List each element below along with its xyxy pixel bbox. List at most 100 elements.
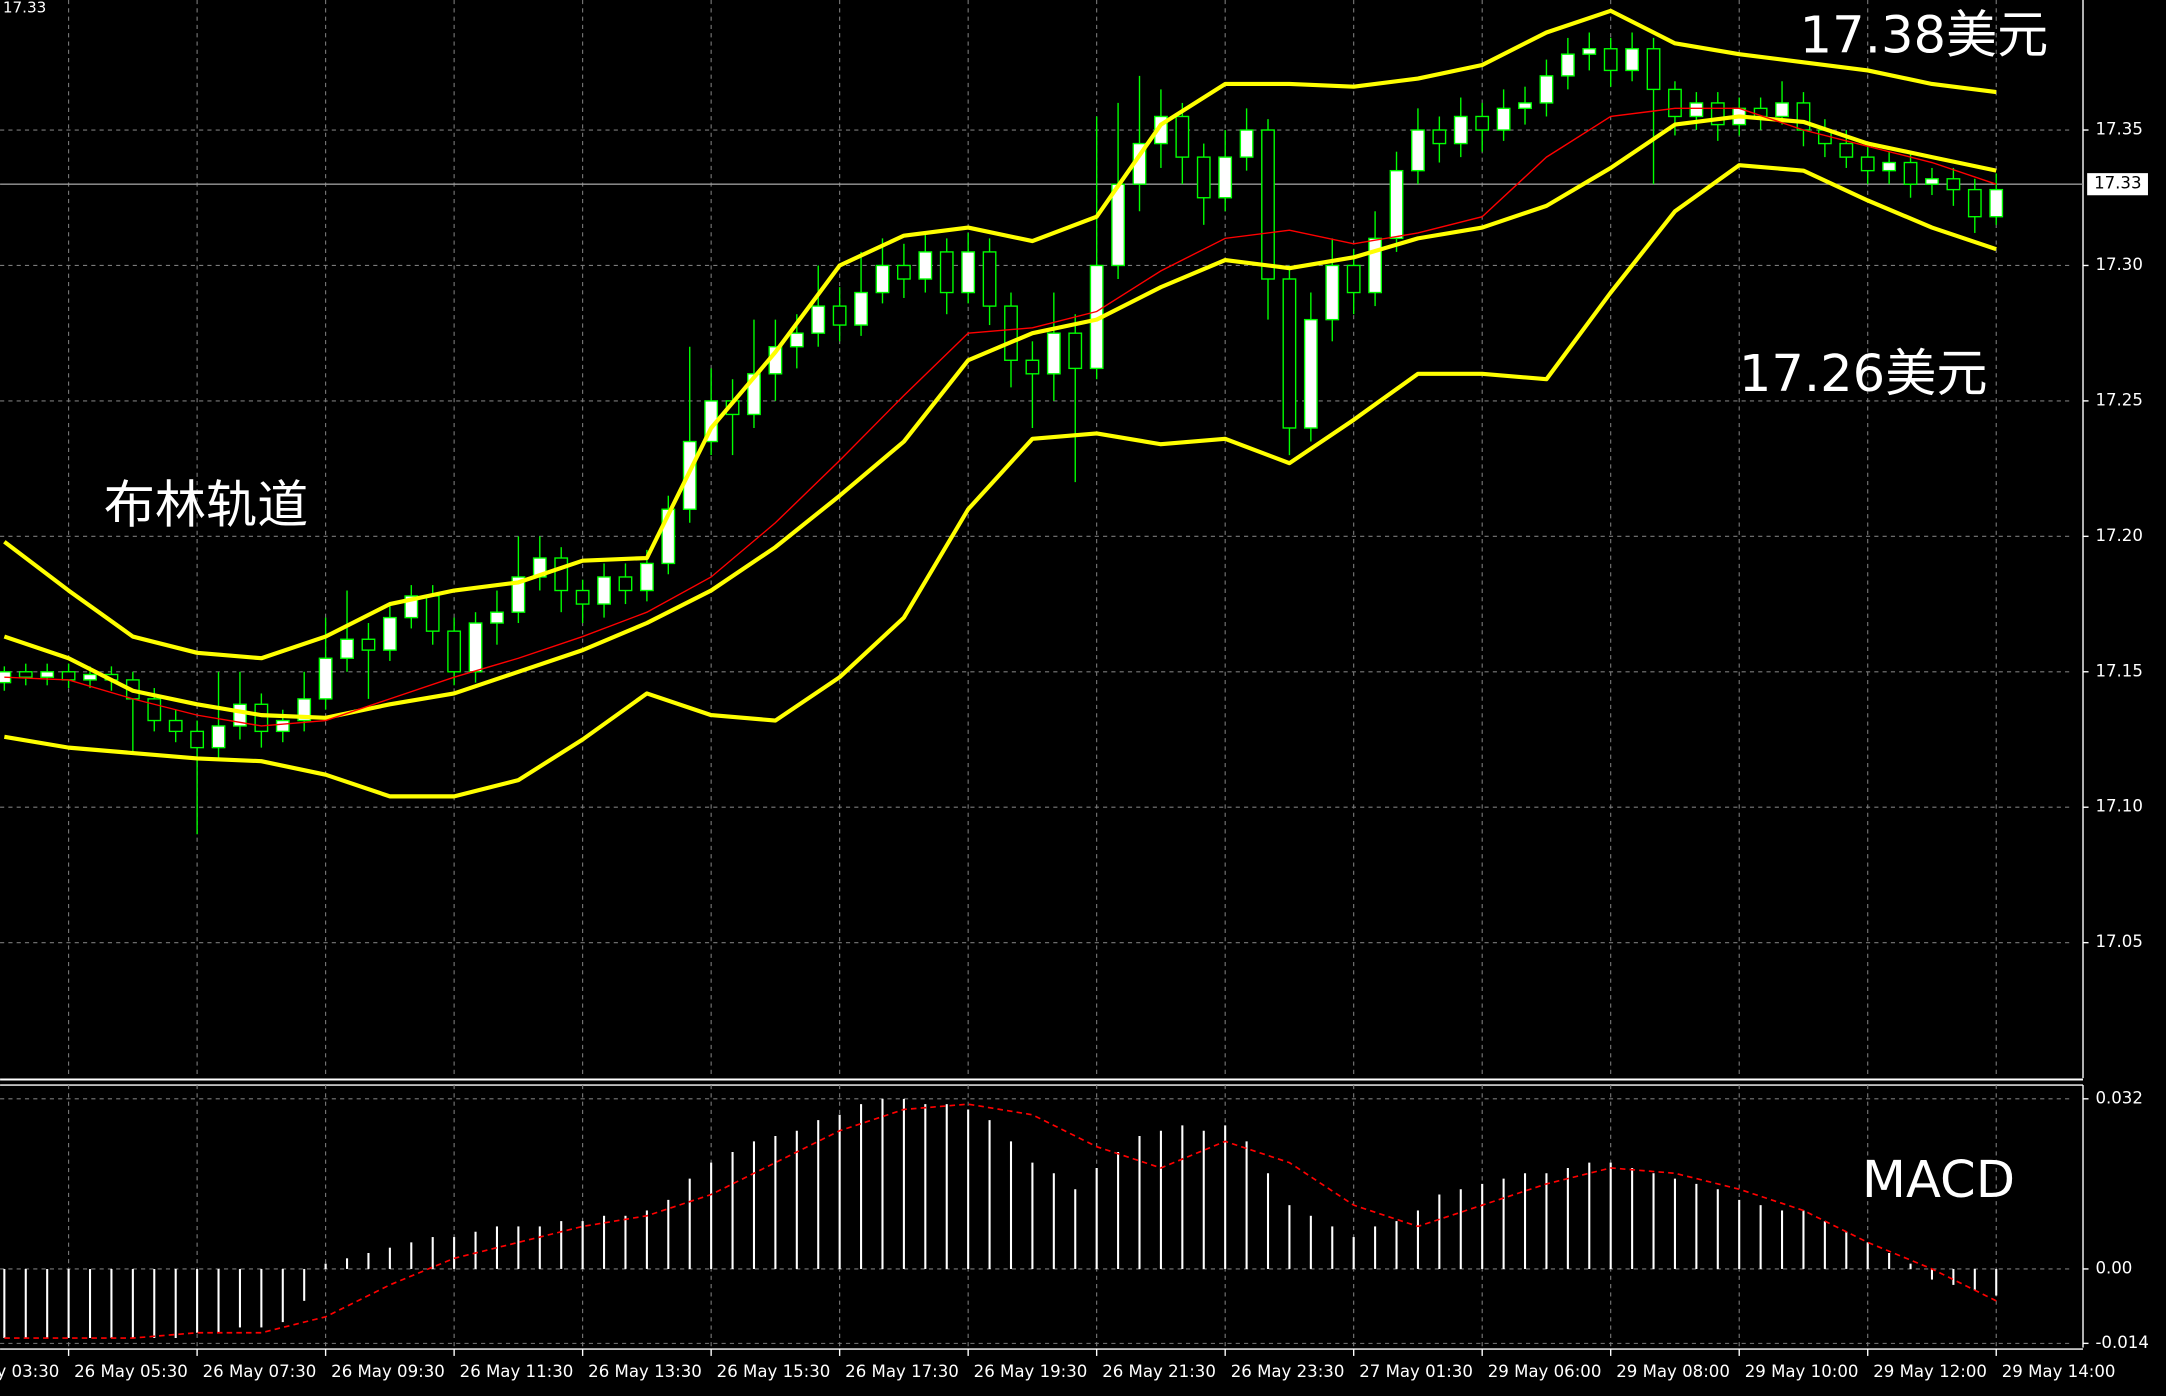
candle-body (1967, 188, 1982, 218)
candle-body (168, 719, 183, 733)
candle-body (340, 638, 354, 659)
candle-body (1539, 75, 1554, 104)
candle-body (254, 703, 269, 733)
annotation: 布林轨道 (104, 476, 309, 535)
candle-body (1646, 48, 1661, 91)
candle-body (1946, 178, 1961, 191)
candle-body (361, 638, 376, 651)
candle-body (982, 251, 997, 307)
candle-body (1346, 264, 1361, 294)
candle-body (1775, 102, 1789, 118)
candle-body (190, 730, 205, 749)
y-tick-label: 17.15 (2095, 661, 2142, 680)
x-tick-label: 26 May 13:30 (588, 1362, 702, 1381)
x-tick-label: 26 May 17:30 (845, 1362, 959, 1381)
candle-body (1046, 332, 1061, 375)
x-tick-label: 26 May 09:30 (331, 1362, 445, 1381)
candle-body (618, 576, 633, 592)
x-tick-label: 29 May 08:00 (1616, 1362, 1730, 1381)
candle-body (918, 251, 933, 280)
candle-body (1004, 305, 1018, 361)
y-tick-label: 17.35 (2095, 120, 2142, 139)
candle-body (1325, 264, 1340, 321)
candle-body (1518, 102, 1532, 110)
candle-body (1582, 48, 1597, 55)
moving-average (4, 107, 1997, 727)
candle-body (1218, 156, 1233, 199)
candle-body (1239, 129, 1254, 158)
y-tick-label: 17.10 (2095, 797, 2142, 816)
x-tick-label: 26 May 21:30 (1102, 1362, 1216, 1381)
bollinger-middle (3, 114, 1997, 720)
candle-body (18, 671, 33, 678)
candle-body (961, 251, 976, 294)
candle-body (1668, 88, 1682, 118)
candle-body (1368, 237, 1383, 294)
candle-body (1025, 359, 1040, 375)
bollinger-upper (3, 8, 1997, 661)
candle-body (61, 671, 76, 681)
current-price-box (2087, 173, 2148, 196)
candle-body (811, 305, 826, 334)
candle-body (1303, 318, 1318, 429)
x-tick-label: 27 May 01:30 (1359, 1362, 1473, 1381)
candle-body (1560, 53, 1575, 77)
candle-body (1989, 188, 2004, 218)
y-tick-label: 0.00 (2095, 1258, 2132, 1277)
candle-body (1111, 183, 1125, 267)
y-tick-label: 17.25 (2095, 390, 2142, 409)
candle-body (1496, 107, 1511, 131)
candle-body (1432, 129, 1447, 145)
macd-signal (4, 1103, 1997, 1339)
candle-body (490, 611, 504, 624)
x-tick-label: 26 May 03:30 (0, 1362, 59, 1381)
candle-body (1689, 102, 1704, 118)
candle-body (511, 576, 526, 613)
candle-body (211, 725, 226, 749)
candle-body (1411, 129, 1425, 172)
candle-body (447, 630, 462, 673)
candle-body (40, 671, 55, 678)
candle-body (1475, 115, 1490, 131)
x-tick-label: 26 May 15:30 (717, 1362, 831, 1381)
candle-body (1860, 156, 1875, 172)
candle-body (1839, 142, 1854, 158)
candle-body (854, 291, 868, 326)
candle-body (1925, 178, 1939, 185)
candle-body (1796, 102, 1811, 131)
candle-body (597, 576, 611, 605)
candle-body (1882, 161, 1897, 172)
candle-body (147, 698, 162, 722)
candle-body (275, 719, 290, 733)
candle-body (896, 264, 911, 280)
candle-body (1282, 278, 1297, 429)
candle-body (639, 562, 654, 592)
candle-body (425, 595, 440, 632)
candle-body (1389, 169, 1404, 240)
macd-title: MACD (1862, 1151, 2015, 1210)
x-tick-label: 29 May 06:00 (1488, 1362, 1602, 1381)
candle-body (1603, 48, 1618, 72)
y-tick-label: -0.014 (2095, 1333, 2148, 1352)
candle-body (1625, 48, 1640, 72)
current-price-label: 17.33 (2094, 174, 2141, 193)
candle-body (789, 332, 804, 348)
top-price-label: 17.33 (3, 0, 46, 16)
y-tick-label: 17.05 (2095, 932, 2142, 951)
x-tick-label: 29 May 12:00 (1873, 1362, 1987, 1381)
candle-body (382, 616, 397, 651)
candle-body (1196, 156, 1211, 199)
y-tick-label: 17.30 (2095, 255, 2142, 274)
candle-body (832, 305, 847, 326)
candle-body (1453, 115, 1468, 145)
y-tick-label: 0.032 (2095, 1088, 2142, 1107)
x-tick-label: 26 May 11:30 (460, 1362, 574, 1381)
candle-body (318, 657, 333, 700)
bollinger-lower (4, 163, 1997, 799)
candle-body (1903, 161, 1918, 185)
x-tick-label: 26 May 19:30 (974, 1362, 1088, 1381)
